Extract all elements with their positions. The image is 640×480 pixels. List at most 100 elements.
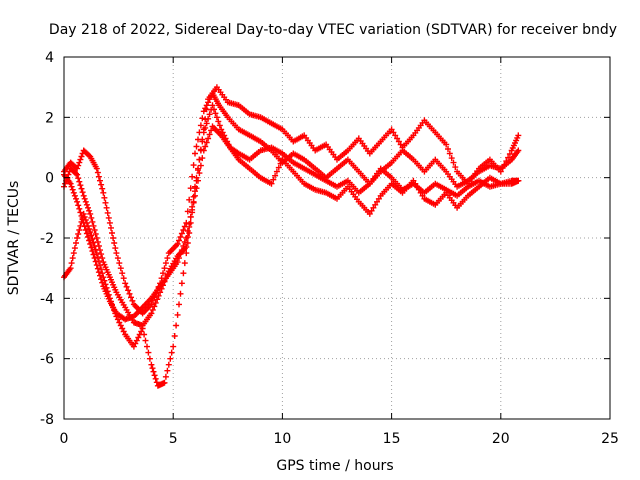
data-point bbox=[83, 230, 90, 237]
data-point bbox=[178, 280, 185, 287]
data-point bbox=[78, 153, 85, 160]
data-point bbox=[73, 240, 79, 246]
data-point bbox=[171, 333, 178, 339]
x-tick-label: 15 bbox=[383, 431, 401, 447]
data-point bbox=[113, 250, 120, 257]
data-point bbox=[73, 170, 79, 177]
series-trace-2 bbox=[61, 84, 522, 389]
data-point bbox=[98, 181, 105, 188]
data-point bbox=[152, 375, 159, 382]
data-point bbox=[86, 207, 93, 214]
data-point bbox=[83, 201, 90, 208]
data-point bbox=[98, 251, 105, 258]
data-point bbox=[99, 255, 106, 262]
data-point bbox=[87, 229, 94, 235]
data-point bbox=[85, 234, 91, 240]
data-point bbox=[160, 270, 166, 277]
data-point bbox=[88, 244, 95, 251]
data-point bbox=[206, 131, 213, 138]
data-point bbox=[133, 337, 140, 344]
y-tick-label: -4 bbox=[40, 291, 54, 307]
data-point bbox=[89, 236, 96, 242]
data-point bbox=[108, 224, 114, 231]
data-point bbox=[193, 143, 200, 150]
data-point bbox=[161, 265, 168, 272]
data-point bbox=[117, 265, 124, 272]
data-point bbox=[176, 255, 182, 262]
data-point bbox=[452, 164, 459, 171]
data-point bbox=[199, 115, 206, 122]
data-point bbox=[94, 265, 101, 272]
x-tick-label: 25 bbox=[601, 431, 619, 447]
data-point bbox=[277, 160, 284, 167]
data-point bbox=[203, 139, 210, 146]
data-point bbox=[144, 343, 150, 350]
data-point bbox=[71, 192, 78, 199]
data-point bbox=[149, 306, 156, 313]
data-point bbox=[74, 198, 81, 205]
data-point bbox=[445, 146, 451, 152]
data-point bbox=[145, 349, 152, 356]
data-point bbox=[190, 162, 197, 169]
data-point bbox=[195, 165, 201, 172]
data-point bbox=[174, 311, 181, 318]
data-point bbox=[99, 185, 106, 192]
data-point bbox=[176, 301, 182, 308]
data-point bbox=[104, 209, 111, 216]
y-tick-label: 4 bbox=[45, 50, 54, 66]
data-point bbox=[205, 135, 212, 142]
data-point bbox=[180, 243, 187, 249]
x-tick-label: 0 bbox=[60, 431, 69, 447]
data-point bbox=[506, 151, 513, 157]
data-point bbox=[93, 262, 100, 269]
data-point bbox=[211, 106, 217, 113]
data-point bbox=[177, 251, 184, 258]
data-point bbox=[178, 247, 185, 254]
data-point bbox=[69, 186, 76, 193]
data-point bbox=[67, 180, 74, 187]
data-point bbox=[67, 265, 74, 272]
data-point bbox=[206, 111, 213, 118]
data-point bbox=[168, 349, 175, 356]
data-point bbox=[93, 165, 100, 172]
data-point bbox=[275, 164, 282, 171]
data-point bbox=[90, 222, 97, 229]
x-tick-label: 5 bbox=[169, 431, 178, 447]
data-point bbox=[497, 168, 504, 175]
data-point bbox=[152, 299, 159, 306]
data-point bbox=[79, 189, 86, 196]
data-point bbox=[76, 205, 83, 212]
data-point bbox=[114, 255, 121, 262]
data-point bbox=[91, 227, 98, 233]
data-point bbox=[77, 209, 84, 216]
data-point bbox=[111, 240, 118, 246]
data-point bbox=[88, 232, 95, 239]
data-point bbox=[450, 159, 457, 166]
data-point bbox=[81, 195, 88, 202]
data-point bbox=[70, 189, 77, 196]
data-point bbox=[100, 189, 107, 196]
data-point bbox=[190, 193, 197, 200]
data-point bbox=[503, 158, 510, 165]
data-point bbox=[92, 258, 99, 265]
data-point bbox=[129, 297, 136, 304]
data-point bbox=[186, 196, 193, 203]
data-point bbox=[197, 162, 204, 169]
data-point bbox=[205, 115, 212, 122]
x-tick-label: 10 bbox=[273, 431, 291, 447]
data-point bbox=[154, 296, 161, 303]
data-point bbox=[200, 129, 207, 136]
data-point bbox=[148, 310, 155, 317]
data-point bbox=[178, 230, 185, 237]
data-point bbox=[86, 152, 93, 159]
data-point bbox=[141, 331, 148, 338]
data-point bbox=[79, 216, 86, 223]
data-point bbox=[164, 255, 171, 262]
data-point bbox=[116, 260, 123, 267]
data-point bbox=[128, 294, 134, 301]
data-point bbox=[82, 227, 89, 233]
data-point bbox=[70, 250, 77, 257]
data-point bbox=[74, 165, 81, 172]
data-point bbox=[68, 183, 75, 190]
data-point bbox=[75, 162, 82, 169]
